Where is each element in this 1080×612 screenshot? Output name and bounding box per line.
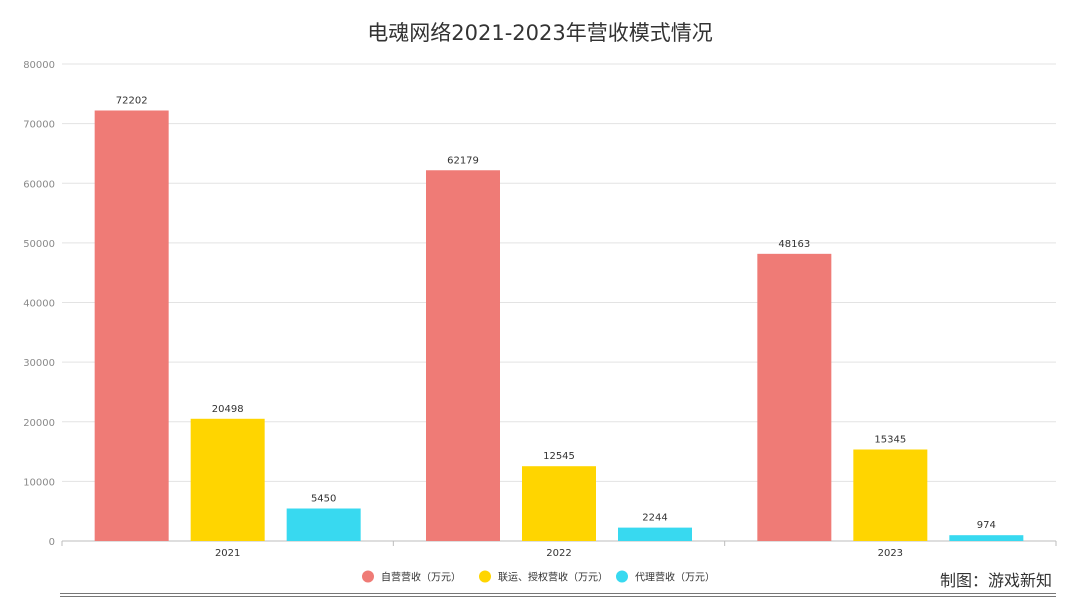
y-tick-label: 60000 (23, 179, 55, 190)
legend-marker (362, 570, 374, 583)
bar (286, 508, 361, 541)
legend-label: 代理营收（万元） (635, 571, 715, 584)
y-tick-label: 20000 (23, 418, 55, 429)
data-label: 20498 (212, 404, 244, 415)
credit-label: 制图：游戏新知 (940, 571, 1052, 590)
y-tick-label: 30000 (23, 358, 55, 369)
y-axis: 0 10000 20000 30000 40000 50000 60000 70000 8000… (23, 60, 55, 548)
x-axis: 2021 2022 2023 (61, 540, 1057, 559)
bar (522, 466, 596, 541)
data-label: 62179 (447, 155, 479, 166)
data-labels: 72202 20498 5450 62179 12545 2244 48163 15345 97… (116, 95, 996, 531)
y-tick-label: 10000 (23, 477, 55, 488)
chart-title: 电魂网络2021-2023年营收模式情况 (367, 21, 712, 45)
bar (94, 110, 169, 541)
x-tick-label: 2023 (878, 548, 903, 559)
y-tick-label: 80000 (23, 60, 55, 71)
legend-marker (616, 570, 628, 583)
bar (949, 535, 1024, 541)
data-label: 72202 (116, 95, 148, 106)
data-label: 12545 (543, 451, 575, 462)
data-label: 2244 (642, 513, 667, 524)
x-tick-label: 2021 (215, 548, 240, 559)
y-tick-label: 50000 (23, 239, 55, 250)
bar (426, 170, 500, 542)
x-tick-label: 2022 (546, 548, 571, 559)
y-tick-label: 70000 (23, 120, 55, 131)
gridlines (62, 63, 1056, 482)
y-tick-label: 40000 (23, 299, 55, 310)
y-tick-label: 0 (49, 537, 55, 548)
legend-label: 联运、授权营收（万元） (498, 571, 608, 584)
legend: 自营营收（万元） 联运、授权营收（万元） 代理营收（万元） (362, 570, 715, 584)
bar (190, 418, 265, 541)
legend-marker (479, 570, 491, 583)
data-label: 15345 (874, 435, 906, 446)
bars (94, 110, 1024, 542)
bar (618, 527, 692, 541)
data-label: 5450 (311, 494, 336, 505)
data-label: 48163 (778, 239, 810, 250)
legend-label: 自营营收（万元） (381, 571, 461, 584)
bar (853, 449, 928, 541)
bar (757, 253, 832, 541)
data-label: 974 (977, 520, 996, 531)
